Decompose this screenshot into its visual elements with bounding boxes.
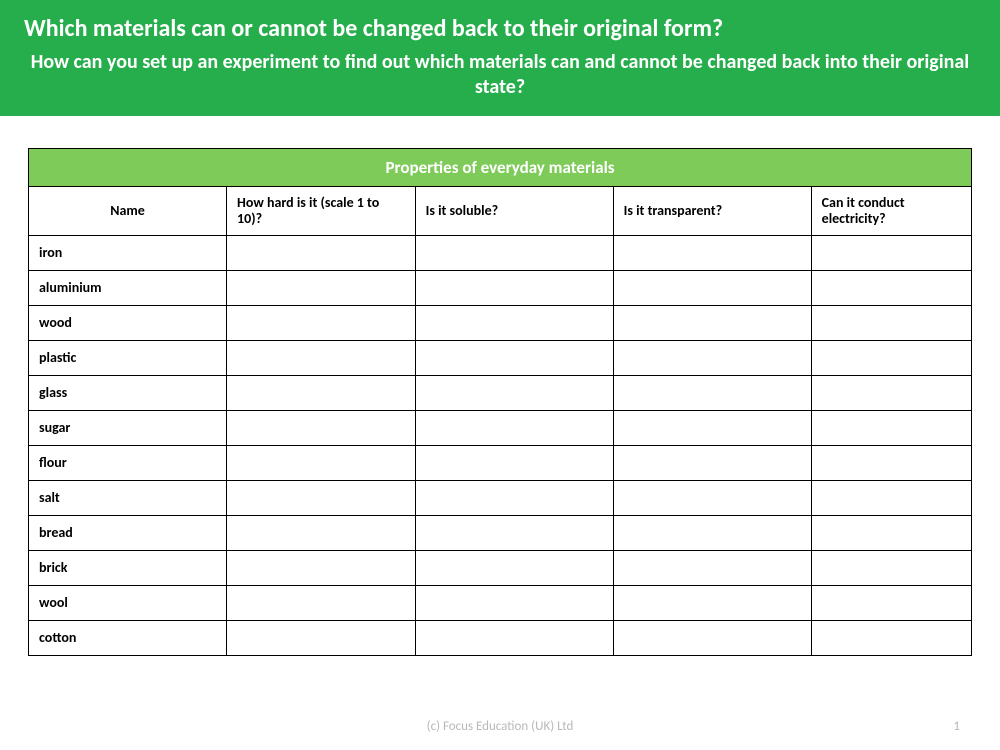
row-conducts bbox=[811, 236, 971, 271]
table-row: sugar bbox=[29, 411, 972, 446]
table-header-row: Name How hard is it (scale 1 to 10)? Is … bbox=[29, 187, 972, 236]
row-name: aluminium bbox=[29, 271, 227, 306]
row-conducts bbox=[811, 446, 971, 481]
row-soluble bbox=[415, 446, 613, 481]
row-hardness bbox=[227, 446, 416, 481]
row-transparent bbox=[613, 411, 811, 446]
row-soluble bbox=[415, 551, 613, 586]
row-soluble bbox=[415, 411, 613, 446]
row-transparent bbox=[613, 376, 811, 411]
table-row: wool bbox=[29, 586, 972, 621]
row-name: wood bbox=[29, 306, 227, 341]
table-row: flour bbox=[29, 446, 972, 481]
row-soluble bbox=[415, 586, 613, 621]
row-conducts bbox=[811, 271, 971, 306]
table-row: iron bbox=[29, 236, 972, 271]
col-soluble: Is it soluble? bbox=[415, 187, 613, 236]
row-name: salt bbox=[29, 481, 227, 516]
row-name: flour bbox=[29, 446, 227, 481]
row-soluble bbox=[415, 341, 613, 376]
row-name: plastic bbox=[29, 341, 227, 376]
row-transparent bbox=[613, 306, 811, 341]
row-transparent bbox=[613, 621, 811, 656]
table-row: plastic bbox=[29, 341, 972, 376]
row-hardness bbox=[227, 376, 416, 411]
row-hardness bbox=[227, 551, 416, 586]
row-soluble bbox=[415, 271, 613, 306]
row-soluble bbox=[415, 481, 613, 516]
row-transparent bbox=[613, 271, 811, 306]
row-hardness bbox=[227, 411, 416, 446]
col-name: Name bbox=[29, 187, 227, 236]
table-row: wood bbox=[29, 306, 972, 341]
row-soluble bbox=[415, 621, 613, 656]
row-name: sugar bbox=[29, 411, 227, 446]
row-conducts bbox=[811, 341, 971, 376]
row-hardness bbox=[227, 341, 416, 376]
materials-table: Properties of everyday materials Name Ho… bbox=[28, 148, 972, 656]
row-soluble bbox=[415, 306, 613, 341]
row-hardness bbox=[227, 586, 416, 621]
row-transparent bbox=[613, 481, 811, 516]
row-hardness bbox=[227, 306, 416, 341]
row-conducts bbox=[811, 306, 971, 341]
row-name: brick bbox=[29, 551, 227, 586]
row-soluble bbox=[415, 516, 613, 551]
row-transparent bbox=[613, 341, 811, 376]
table-caption: Properties of everyday materials bbox=[29, 149, 972, 187]
row-conducts bbox=[811, 551, 971, 586]
footer-copyright: (c) Focus Education (UK) Ltd bbox=[347, 719, 654, 734]
row-soluble bbox=[415, 236, 613, 271]
table-body: ironaluminiumwoodplasticglasssugarflours… bbox=[29, 236, 972, 656]
col-hardness: How hard is it (scale 1 to 10)? bbox=[227, 187, 416, 236]
row-hardness bbox=[227, 271, 416, 306]
table-row: bread bbox=[29, 516, 972, 551]
row-hardness bbox=[227, 236, 416, 271]
row-soluble bbox=[415, 376, 613, 411]
row-name: wool bbox=[29, 586, 227, 621]
row-conducts bbox=[811, 411, 971, 446]
slide-header: Which materials can or cannot be changed… bbox=[0, 0, 1000, 116]
row-hardness bbox=[227, 481, 416, 516]
row-name: bread bbox=[29, 516, 227, 551]
row-conducts bbox=[811, 516, 971, 551]
table-row: glass bbox=[29, 376, 972, 411]
row-name: iron bbox=[29, 236, 227, 271]
row-transparent bbox=[613, 236, 811, 271]
row-transparent bbox=[613, 446, 811, 481]
col-transparent: Is it transparent? bbox=[613, 187, 811, 236]
table-container: Properties of everyday materials Name Ho… bbox=[0, 116, 1000, 656]
row-conducts bbox=[811, 586, 971, 621]
row-hardness bbox=[227, 621, 416, 656]
page-subtitle: How can you set up an experiment to find… bbox=[24, 50, 976, 100]
slide-footer: (c) Focus Education (UK) Ltd 1 bbox=[0, 719, 1000, 734]
table-row: salt bbox=[29, 481, 972, 516]
worksheet-slide: Which materials can or cannot be changed… bbox=[0, 0, 1000, 750]
table-row: aluminium bbox=[29, 271, 972, 306]
row-conducts bbox=[811, 621, 971, 656]
footer-page-number: 1 bbox=[653, 719, 960, 734]
page-title: Which materials can or cannot be changed… bbox=[24, 14, 976, 44]
row-name: cotton bbox=[29, 621, 227, 656]
col-conducts: Can it conduct electricity? bbox=[811, 187, 971, 236]
row-name: glass bbox=[29, 376, 227, 411]
row-transparent bbox=[613, 516, 811, 551]
row-hardness bbox=[227, 516, 416, 551]
table-row: cotton bbox=[29, 621, 972, 656]
row-conducts bbox=[811, 481, 971, 516]
table-row: brick bbox=[29, 551, 972, 586]
row-transparent bbox=[613, 551, 811, 586]
row-transparent bbox=[613, 586, 811, 621]
row-conducts bbox=[811, 376, 971, 411]
